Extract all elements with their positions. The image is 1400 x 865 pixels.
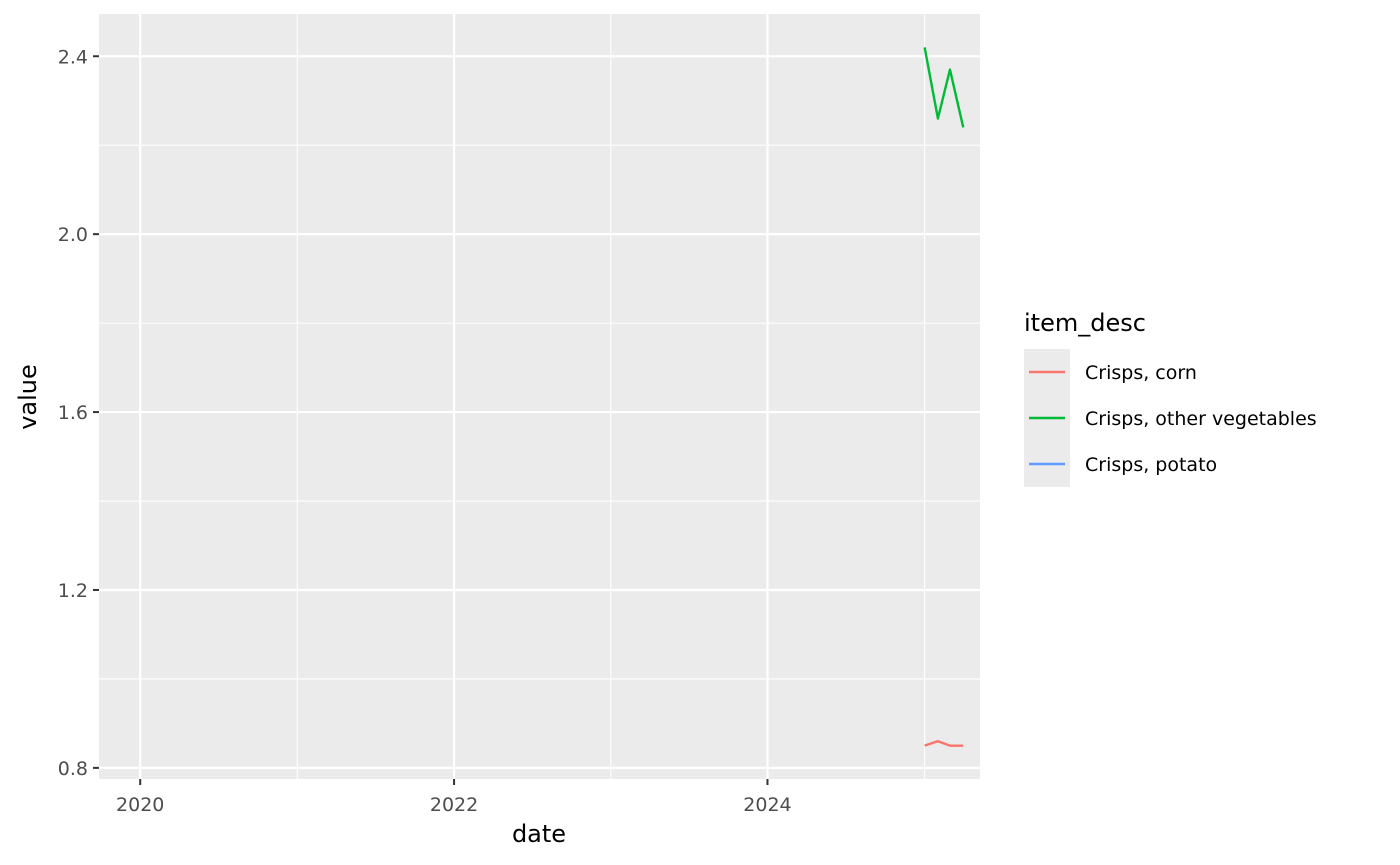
minor-gridlines bbox=[99, 14, 980, 779]
legend-label-crisps-corn: Crisps, corn bbox=[1085, 362, 1197, 384]
x-tick-label: 2022 bbox=[430, 794, 478, 816]
legend-label-crisps-other-vegetables: Crisps, other vegetables bbox=[1085, 408, 1317, 430]
legend-label-crisps-potato: Crisps, potato bbox=[1085, 454, 1217, 476]
y-tick-label: 2.0 bbox=[58, 224, 88, 246]
legend-title: item_desc bbox=[1024, 309, 1146, 337]
y-axis-title: value bbox=[14, 364, 42, 430]
series-line-crisps-other-vegetables bbox=[923, 47, 965, 128]
x-tick-label: 2024 bbox=[743, 794, 791, 816]
axis-ticks: 2020 2022 2024 0.8 1.2 1.6 2.0 2.4 bbox=[58, 46, 792, 816]
major-gridlines bbox=[99, 14, 980, 779]
series-line-crisps-corn bbox=[924, 739, 964, 747]
legend-items: Crisps, corn Crisps, other vegetables Cris… bbox=[1024, 349, 1317, 487]
legend: item_desc Crisps, corn Crisps, other vege… bbox=[1024, 309, 1317, 487]
y-tick-label: 1.6 bbox=[58, 402, 88, 424]
plot-panel bbox=[99, 14, 980, 779]
x-axis-title: date bbox=[512, 820, 566, 848]
y-tick-label: 0.8 bbox=[58, 758, 88, 780]
series-layer bbox=[923, 47, 965, 747]
y-tick-label: 1.2 bbox=[58, 580, 88, 602]
y-tick-label: 2.4 bbox=[58, 46, 88, 68]
x-tick-label: 2020 bbox=[116, 794, 164, 816]
